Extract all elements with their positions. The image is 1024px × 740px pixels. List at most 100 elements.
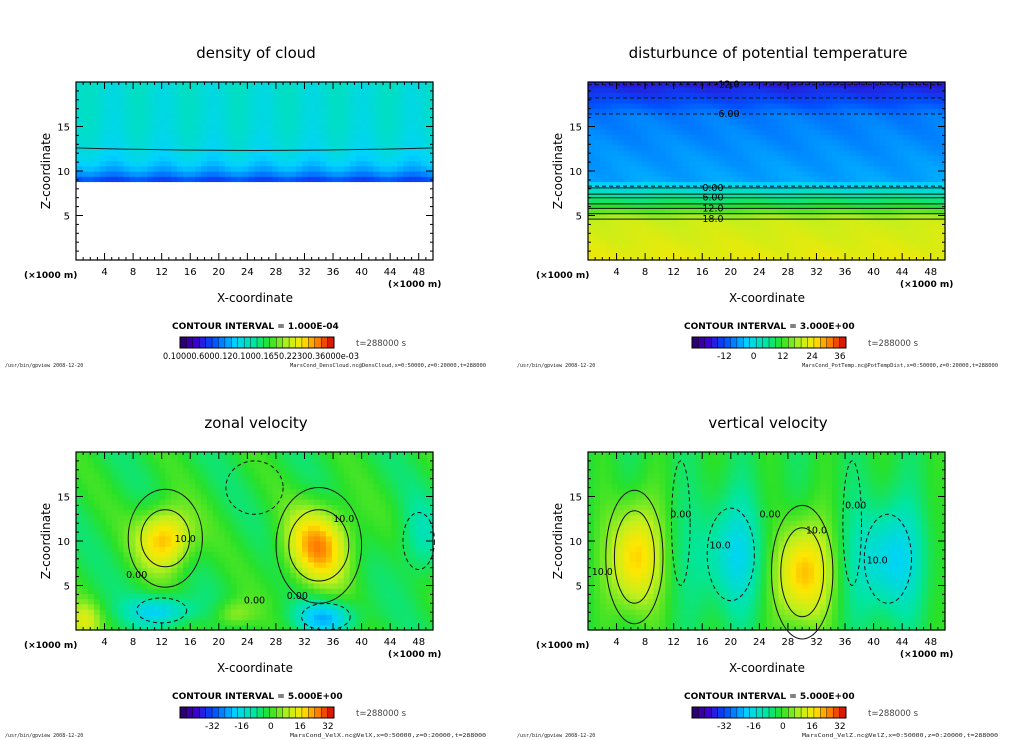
heatmap-cell [897, 113, 904, 120]
heatmap-cell [742, 134, 750, 141]
heatmap-cell [855, 129, 863, 135]
heatmap-cell [635, 102, 643, 109]
heatmap-cell [409, 87, 416, 94]
heatmap-cell [849, 181, 857, 188]
heatmap-cell [195, 541, 202, 547]
heatmap-cell [81, 551, 89, 558]
heatmap-cell [385, 139, 392, 146]
heatmap-cell [808, 113, 815, 120]
heatmap-cell [659, 181, 666, 188]
heatmap-cell [129, 488, 137, 495]
heatmap-cell [403, 92, 410, 99]
heatmap-cell [707, 150, 714, 156]
heatmap-cell [385, 123, 392, 130]
heatmap-cell [165, 609, 172, 615]
heatmap-cell [99, 609, 107, 615]
heatmap-cell [153, 509, 160, 516]
heatmap-cell [314, 123, 321, 130]
heatmap-cell [409, 134, 416, 141]
heatmap-cell [278, 160, 285, 167]
heatmap-cell [147, 535, 154, 542]
heatmap-cell [272, 535, 279, 542]
heatmap-cell [849, 102, 857, 109]
heatmap-cell [718, 228, 726, 235]
panel-zonal-velocity: zonal velocity 10.0 10.0 0.00 0.00 0.00 4 8 12 16… [0, 370, 512, 740]
heatmap-cell [927, 123, 934, 130]
heatmap-cell [653, 165, 660, 172]
heatmap-cell [921, 244, 928, 251]
heatmap-cell [99, 541, 107, 547]
heatmap-cell [796, 160, 803, 167]
heatmap-cell [206, 588, 214, 594]
heatmap-cell [266, 619, 273, 626]
heatmap-cell [230, 561, 238, 568]
heatmap-cell [105, 530, 113, 537]
heatmap-cell [230, 160, 238, 167]
heatmap-cell [784, 249, 791, 256]
heatmap-cell [736, 207, 744, 214]
colorbar-cell [192, 336, 200, 349]
heatmap-cell [927, 108, 934, 115]
heatmap-cell [206, 108, 214, 115]
heatmap-cell [153, 150, 160, 156]
heatmap-cell [296, 139, 303, 146]
heatmap-cell [218, 493, 226, 500]
heatmap-cell [712, 197, 720, 204]
heatmap-cell [147, 478, 154, 485]
heatmap-cell [861, 171, 869, 177]
heatmap-cell [76, 483, 83, 490]
heatmap-cell [843, 244, 851, 251]
heatmap-cell [159, 92, 166, 99]
heatmap-cell [701, 249, 708, 256]
heatmap-cell [873, 228, 881, 235]
heatmap-cell [165, 520, 172, 526]
heatmap-cell [189, 577, 196, 584]
heatmap-cell [689, 212, 696, 219]
heatmap-cell [647, 171, 655, 177]
heatmap-cell [814, 181, 821, 188]
heatmap-cell [588, 165, 595, 172]
heatmap-cell [189, 150, 196, 156]
heatmap-cell [742, 197, 750, 204]
heatmap-cell [837, 191, 845, 198]
heatmap-cell [147, 452, 154, 458]
heatmap-cell [93, 493, 101, 500]
heatmap-cell [403, 108, 410, 115]
heatmap-cell [701, 244, 708, 251]
heatmap-cell [183, 457, 190, 464]
heatmap-cell [671, 113, 678, 120]
heatmap-cell [266, 598, 273, 605]
heatmap-cell [195, 614, 202, 621]
heatmap-cell [712, 228, 720, 235]
heatmap-cell [230, 593, 238, 600]
heatmap-cell [248, 530, 256, 537]
heatmap-cell [248, 452, 256, 458]
heatmap-cell [218, 113, 226, 120]
heatmap-cell [272, 488, 279, 495]
heatmap-cell [617, 171, 625, 177]
heatmap-cell [849, 197, 857, 204]
heatmap-cell [76, 462, 83, 469]
heatmap-cell [153, 530, 160, 537]
heatmap-cell [260, 134, 267, 141]
heatmap-cell [355, 108, 363, 115]
heatmap-cell [849, 150, 857, 156]
heatmap-cell [927, 197, 934, 204]
heatmap-cell [266, 530, 273, 537]
heatmap-cell [837, 139, 845, 146]
heatmap-cell [290, 614, 297, 621]
heatmap-cell [260, 160, 267, 167]
heatmap-cell [189, 139, 196, 146]
heatmap-cell [242, 609, 250, 615]
heatmap-cell [302, 82, 309, 88]
heatmap-cell [147, 493, 154, 500]
heatmap-cell [183, 572, 190, 579]
heatmap-cell [778, 102, 785, 109]
colorbar-tick-label: 0.10000.6000.120.1000.1650.22300.36000e-… [163, 352, 359, 362]
heatmap-cell [385, 102, 392, 109]
heatmap-cell [599, 134, 607, 141]
heatmap-cell [105, 462, 113, 469]
heatmap-cell [653, 207, 660, 214]
heatmap-cell [933, 186, 940, 193]
heatmap-cell [659, 87, 666, 94]
